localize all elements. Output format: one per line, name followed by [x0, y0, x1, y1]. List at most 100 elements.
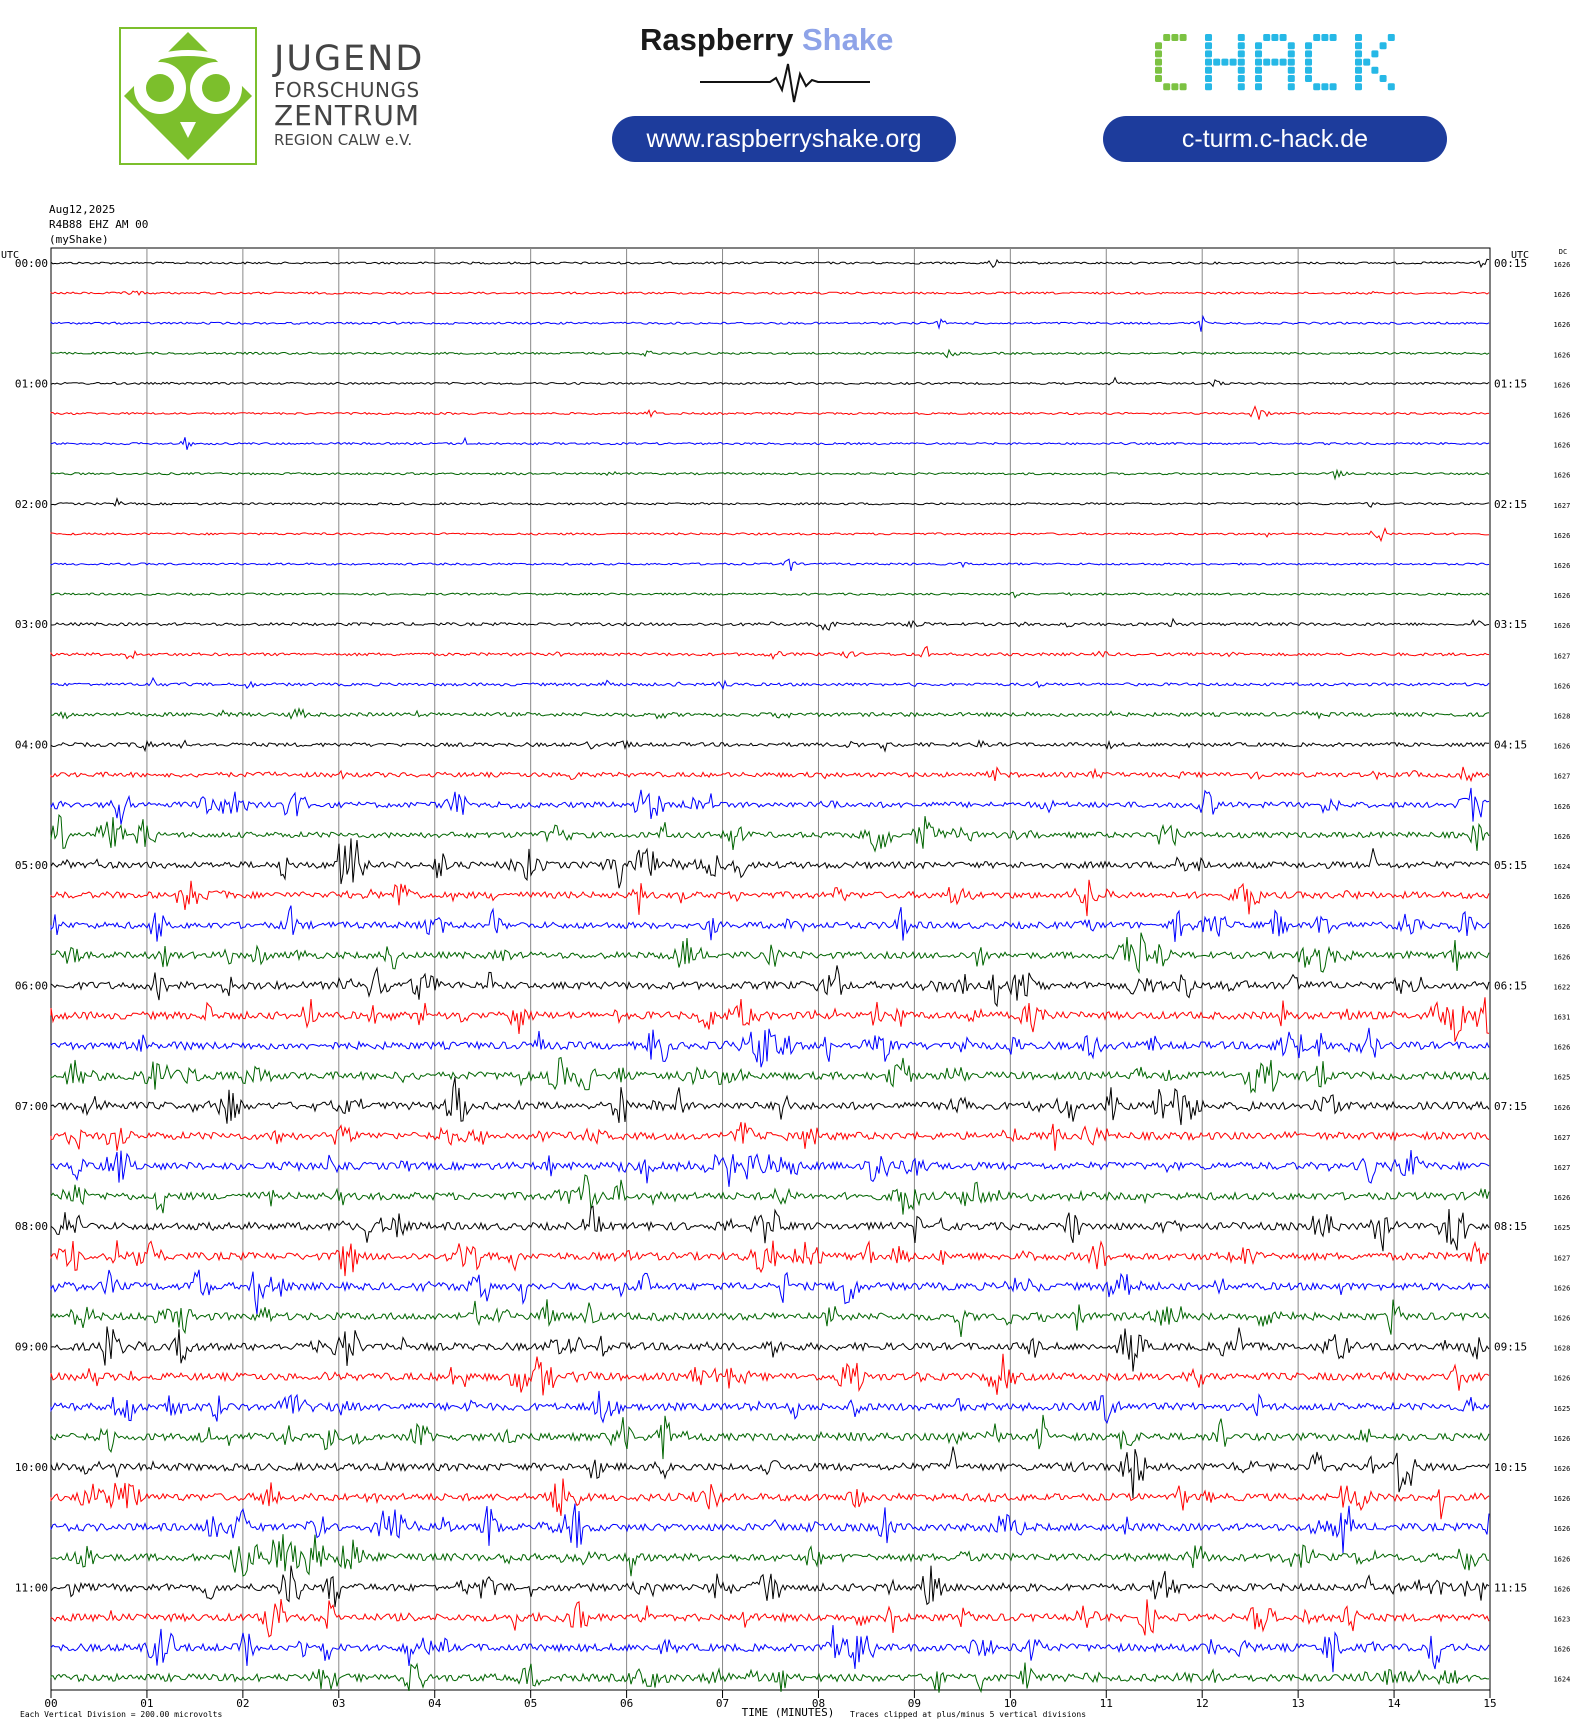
traces — [50, 258, 1490, 1694]
trace-line — [50, 905, 1490, 942]
left-time-label: 05:00 — [15, 859, 48, 872]
dc-value-label: 16262 — [1553, 1555, 1570, 1563]
dc-value-label: 16267 — [1553, 442, 1570, 450]
trace-line — [50, 1446, 1490, 1499]
dc-value-label: 16267 — [1553, 381, 1570, 389]
x-tick-label: 13 — [1292, 1697, 1305, 1710]
meta-source: (myShake) — [49, 233, 109, 246]
trace-line — [50, 1414, 1490, 1460]
right-time-label: 03:15 — [1494, 618, 1527, 631]
trace-line — [50, 468, 1490, 481]
raspberryshake-url-link[interactable]: www.raspberryshake.org — [612, 116, 956, 162]
jfz-line3: ZENTRUM — [274, 99, 421, 132]
trace-line — [50, 1326, 1490, 1372]
dc-value-label: 16269 — [1553, 412, 1570, 420]
dc-value-label: 16269 — [1553, 592, 1570, 600]
left-time-label: 08:00 — [15, 1220, 48, 1233]
raspberry-shake-title: Raspberry Shake — [640, 22, 893, 58]
x-tick-label: 14 — [1387, 1697, 1401, 1710]
dc-value-label: 16265 — [1553, 1284, 1570, 1292]
trace-line — [50, 676, 1490, 690]
plot-frame — [50, 247, 1491, 1691]
station-meta: Aug12,2025 R4B88 EHZ AM 00 (myShake) — [49, 202, 148, 247]
x-tick-label: 07 — [716, 1697, 729, 1710]
dc-value-label: 16316 — [1553, 1014, 1570, 1022]
dc-value-label: 16265 — [1553, 1495, 1570, 1503]
trace-line — [50, 290, 1490, 296]
x-tick-label: 03 — [332, 1697, 345, 1710]
dc-value-label: 16272 — [1553, 1254, 1570, 1262]
dc-value-label: 16226 — [1553, 983, 1570, 991]
dc-value-label: 16265 — [1553, 1194, 1570, 1202]
x-tick-label: 01 — [140, 1697, 153, 1710]
trace-line — [50, 1027, 1490, 1068]
trace-line — [50, 1269, 1490, 1315]
dc-value-label: 16241 — [1553, 1676, 1570, 1684]
dc-value-label: 16263 — [1553, 1375, 1570, 1383]
trace-line — [50, 1534, 1490, 1577]
right-time-label: 09:15 — [1494, 1341, 1527, 1354]
trace-line — [50, 1353, 1490, 1396]
dc-value-label: 16274 — [1553, 1164, 1570, 1172]
dc-value-label: 16263 — [1553, 893, 1570, 901]
header: JUGEND FORSCHUNGS ZENTRUM REGION CALW e.… — [0, 0, 1570, 190]
dc-value-label: 16268 — [1553, 562, 1570, 570]
left-time-label: 03:00 — [15, 618, 48, 631]
right-time-label: 04:15 — [1494, 739, 1527, 752]
meta-date: Aug12,2025 — [49, 203, 116, 216]
dc-value-label: 16262 — [1553, 1044, 1570, 1052]
trace-line — [50, 348, 1490, 359]
dc-value-label: 16268 — [1553, 743, 1570, 751]
trace-line — [50, 1205, 1490, 1252]
trace-line — [50, 997, 1490, 1042]
seismic-wave-icon — [700, 63, 870, 103]
trace-line — [50, 1662, 1489, 1694]
jfz-line2: FORSCHUNGS — [274, 78, 420, 102]
trace-line — [50, 645, 1490, 661]
right-time-label: 05:15 — [1494, 859, 1527, 872]
left-time-label: 10:00 — [15, 1461, 48, 1474]
trace-line — [50, 1077, 1490, 1126]
jfz-line1: JUGEND — [274, 39, 425, 79]
dc-value-label: 16269 — [1553, 622, 1570, 630]
left-time-label: 02:00 — [15, 498, 48, 511]
dc-value-label: 16267 — [1553, 833, 1570, 841]
trace-line — [50, 838, 1490, 889]
jfz-line4: REGION CALW e.V. — [274, 131, 413, 149]
x-axis-label: TIME (MINUTES) — [742, 1706, 835, 1719]
left-time-label: 06:00 — [15, 979, 48, 992]
dc-header: DC — [1559, 248, 1567, 256]
dc-value-label: 16268 — [1553, 803, 1570, 811]
trace-line — [50, 1565, 1490, 1608]
x-tick-label: 15 — [1483, 1697, 1496, 1710]
dc-value-label: 16264 — [1553, 1465, 1570, 1473]
trace-line — [50, 1599, 1490, 1638]
trace-line — [50, 526, 1490, 543]
trace-line — [50, 314, 1490, 332]
right-time-label: 11:15 — [1494, 1581, 1527, 1594]
dc-value-label: 16269 — [1553, 682, 1570, 690]
rs-title-part2: Shake — [801, 22, 894, 57]
trace-line — [50, 1121, 1490, 1151]
x-tick-label: 08 — [812, 1697, 825, 1710]
left-time-label: 09:00 — [15, 1341, 48, 1354]
dc-value-label: 16267 — [1553, 351, 1570, 359]
trace-line — [50, 1240, 1490, 1277]
right-time-label: 10:15 — [1494, 1461, 1527, 1474]
trace-line — [50, 617, 1490, 631]
trace-line — [50, 1174, 1490, 1215]
dc-value-label: 16265 — [1553, 291, 1570, 299]
left-time-label: 07:00 — [15, 1100, 48, 1113]
left-time-label: 04:00 — [15, 739, 48, 752]
trace-line — [50, 558, 1490, 572]
x-tick-label: 10 — [1004, 1697, 1017, 1710]
right-time-label: 02:15 — [1494, 498, 1527, 511]
dc-value-label: 16267 — [1553, 321, 1570, 329]
chack-url-link[interactable]: c-turm.c-hack.de — [1103, 116, 1447, 162]
